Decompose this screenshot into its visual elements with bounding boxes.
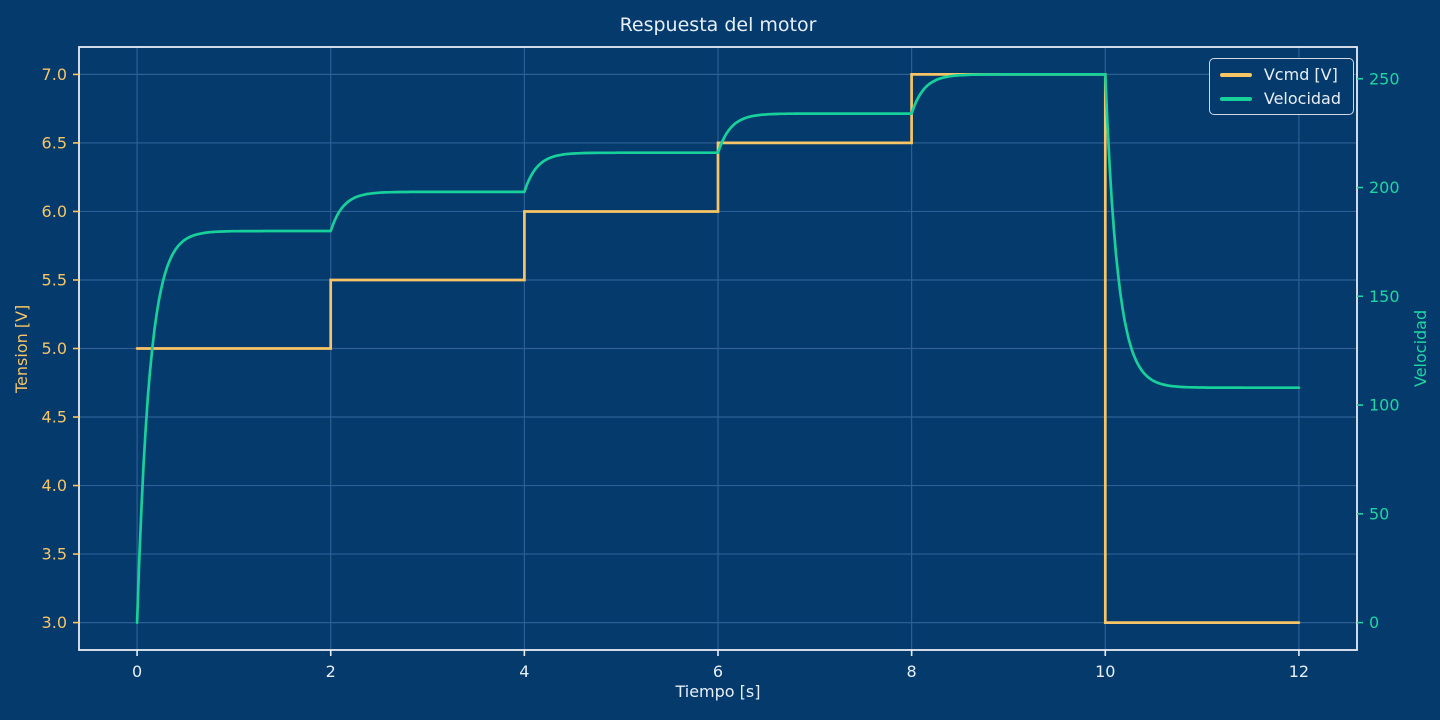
left-tick-label: 4.5 (42, 408, 67, 427)
legend-entry-vcmd: Vcmd [V] (1219, 65, 1341, 84)
x-tick-label: 6 (713, 662, 723, 681)
left-tick-label: 6.5 (42, 133, 67, 152)
left-tick-label: 7.0 (42, 65, 67, 84)
legend-entry-velocidad: Velocidad (1219, 89, 1341, 108)
left-tick-label: 6.0 (42, 202, 67, 221)
right-tick-label: 250 (1369, 69, 1400, 88)
x-tick-label: 0 (132, 662, 142, 681)
x-tick-label: 8 (907, 662, 917, 681)
x-tick-label: 10 (1095, 662, 1115, 681)
right-tick-label: 200 (1369, 178, 1400, 197)
chart-title: Respuesta del motor (619, 14, 817, 36)
legend: Vcmd [V] Velocidad (1208, 58, 1354, 115)
left-tick-label: 3.0 (42, 613, 67, 632)
legend-label-velocidad: Velocidad (1263, 89, 1341, 108)
x-tick-label: 2 (326, 662, 336, 681)
legend-swatch-velocidad (1219, 96, 1252, 101)
left-tick-label: 5.0 (42, 339, 67, 358)
x-axis-label: Tiempo [s] (675, 682, 761, 701)
left-tick-label: 5.5 (42, 270, 67, 289)
right-tick-label: 50 (1369, 504, 1389, 523)
x-tick-label: 4 (519, 662, 529, 681)
right-tick-label: 0 (1369, 613, 1379, 632)
x-tick-label: 12 (1289, 662, 1309, 681)
right-tick-label: 100 (1369, 396, 1400, 415)
series-velocidad-line (135, 73, 1301, 624)
left-axis-label: Tension [V] (12, 304, 31, 393)
right-tick-label: 150 (1369, 287, 1400, 306)
legend-label-vcmd: Vcmd [V] (1263, 65, 1338, 84)
series-vcmd-line (135, 73, 1301, 624)
left-tick-label: 4.0 (42, 476, 67, 495)
legend-swatch-vcmd (1219, 72, 1252, 77)
left-tick-label: 3.5 (42, 545, 67, 564)
right-axis-label: Velocidad (1411, 309, 1430, 388)
